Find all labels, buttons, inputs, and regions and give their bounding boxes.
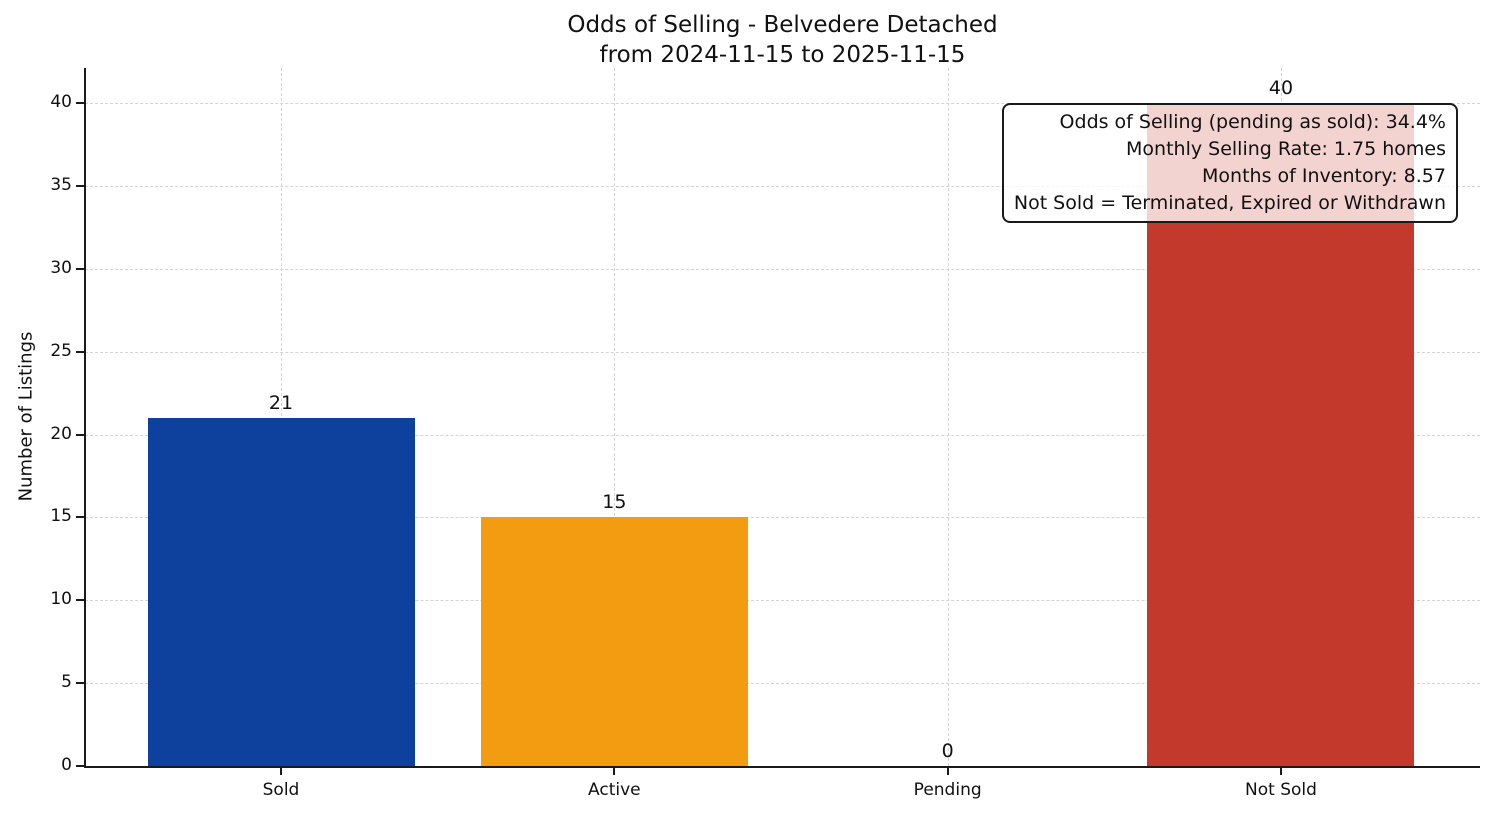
h-gridline-20: [85, 434, 1480, 436]
h-gridline-5: [85, 683, 1480, 685]
value-label-pending: 0: [941, 740, 954, 762]
x-tick-sold: [280, 768, 282, 775]
y-tick-label-5: 5: [61, 672, 72, 693]
x-tick-label-active: Active: [588, 780, 641, 800]
y-tick-35: [76, 184, 84, 187]
value-label-not-sold: 40: [1268, 77, 1294, 99]
x-tick-pending: [946, 768, 949, 775]
y-tick-30: [76, 267, 84, 270]
h-gridline-25: [85, 351, 1480, 353]
y-tick-label-25: 25: [50, 340, 72, 361]
h-gridline-30: [85, 268, 1480, 270]
y-axis-spine: [84, 68, 86, 768]
annotation-line-3: Months of Inventory: 8.57: [1202, 165, 1446, 187]
y-tick-20: [76, 433, 84, 436]
bar-active: [480, 517, 748, 766]
y-tick-label-30: 30: [50, 257, 72, 278]
x-tick-label-not-sold: Not Sold: [1245, 780, 1317, 800]
x-tick-not-sold: [1279, 768, 1282, 775]
x-axis-spine: [84, 766, 1480, 768]
chart-title-line1: Odds of Selling - Belvedere Detached: [567, 12, 998, 38]
h-gridline-10: [85, 600, 1480, 602]
h-gridline-35: [85, 185, 1480, 187]
y-tick-25: [76, 350, 84, 353]
y-tick-40: [76, 102, 84, 104]
y-tick-0: [76, 765, 84, 767]
stats-annotation-box: Odds of Selling (pending as sold): 34.4%…: [1001, 103, 1458, 223]
value-label-active: 15: [602, 491, 627, 514]
y-tick-5: [76, 682, 84, 685]
annotation-line-2: Monthly Selling Rate: 1.75 homes: [1126, 138, 1446, 160]
x-tick-label-sold: Sold: [262, 780, 300, 800]
x-tick-label-pending: Pending: [913, 780, 982, 800]
x-tick-active: [613, 768, 616, 775]
v-gridline-pending: [947, 68, 949, 766]
v-gridline-sold: [281, 68, 282, 766]
annotation-line-1: Odds of Selling (pending as sold): 34.4%: [1059, 111, 1446, 133]
bar-sold: [147, 417, 415, 766]
v-gridline-active: [614, 68, 616, 766]
y-tick-label-10: 10: [50, 589, 72, 610]
h-gridline-15: [85, 517, 1480, 519]
chart-title-line2: from 2024-11-15 to 2025-11-15: [599, 42, 966, 68]
y-tick-label-20: 20: [50, 423, 72, 444]
value-label-sold: 21: [268, 391, 294, 414]
annotation-line-4: Not Sold = Terminated, Expired or Withdr…: [1013, 192, 1446, 214]
y-tick-label-40: 40: [50, 92, 72, 112]
y-axis-label: Number of Listings: [15, 331, 37, 502]
y-tick-label-0: 0: [61, 755, 72, 775]
y-tick-15: [76, 516, 84, 519]
y-tick-10: [76, 599, 84, 602]
y-tick-label-35: 35: [50, 174, 72, 195]
h-gridline-40: [85, 103, 1480, 104]
y-tick-label-15: 15: [50, 506, 72, 527]
